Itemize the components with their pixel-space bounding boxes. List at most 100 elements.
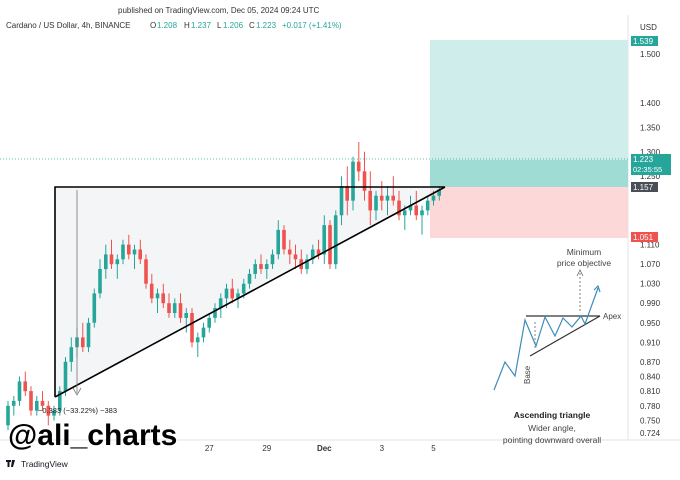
stop-price-text: 1.051 xyxy=(633,233,654,242)
candle xyxy=(218,293,223,318)
candle-body xyxy=(425,200,430,211)
candle-body xyxy=(282,229,286,250)
candle xyxy=(437,186,441,201)
candle-body xyxy=(328,225,332,265)
candle xyxy=(104,244,108,279)
price-tick-label: 0.990 xyxy=(640,299,661,308)
candle xyxy=(121,239,125,265)
candle-body xyxy=(155,293,160,299)
candle-body xyxy=(184,313,188,318)
candle-body xyxy=(408,205,413,211)
candle-body xyxy=(29,391,33,411)
candle-body xyxy=(351,161,355,201)
candle-body xyxy=(397,200,401,216)
price-tick-label: 0.910 xyxy=(640,338,661,347)
candle xyxy=(402,205,407,230)
inset-apex-label: Apex xyxy=(603,312,621,321)
candle xyxy=(305,254,309,274)
candle-body xyxy=(201,327,206,338)
price-tick-label: 0.950 xyxy=(640,319,661,328)
time-axis-ticks: 27 29 Dec 3 5 xyxy=(205,444,436,453)
candle-body xyxy=(127,244,131,255)
candle xyxy=(69,337,74,372)
target-price-text: 1.539 xyxy=(633,37,654,46)
candle-body xyxy=(437,189,441,196)
inset-objective-arrow-icon xyxy=(576,269,584,277)
candle-body xyxy=(69,347,74,362)
candle-body xyxy=(23,381,27,392)
price-tick-label: 1.350 xyxy=(640,123,661,132)
candle-body xyxy=(195,337,200,343)
candle-body xyxy=(161,293,165,304)
candle xyxy=(11,396,16,416)
candle xyxy=(247,269,252,289)
candle-body xyxy=(224,288,229,299)
stop-price-tag xyxy=(631,232,658,242)
price-tick-label: 0.724 xyxy=(640,429,661,438)
ohlc-close-key: C xyxy=(249,21,255,30)
entry-price-tag xyxy=(631,182,658,192)
candle xyxy=(17,376,22,406)
candle-body xyxy=(40,400,45,406)
candle-body xyxy=(144,259,148,284)
published-note: published on TradingView.com, Dec 05, 20… xyxy=(118,6,320,15)
candle xyxy=(253,259,257,279)
candle-body xyxy=(270,254,275,265)
candle-body xyxy=(305,259,309,270)
target-price-tag xyxy=(631,36,658,46)
candle-body xyxy=(374,195,378,211)
candle xyxy=(144,254,148,289)
candle-body xyxy=(218,298,223,309)
candle xyxy=(138,239,142,265)
candle xyxy=(282,225,286,255)
inset-caption-title: Ascending triangle xyxy=(514,410,591,420)
candle xyxy=(109,239,114,269)
candle-body xyxy=(92,293,97,323)
candle-body xyxy=(287,249,292,255)
candle xyxy=(391,176,395,206)
measure-label: −0.383 (−33.22%) −383 xyxy=(38,406,117,415)
candle xyxy=(207,313,211,333)
candles xyxy=(6,142,441,431)
ohlc-high-key: H xyxy=(184,21,190,30)
inset-price-path xyxy=(493,287,599,391)
candle-body xyxy=(17,381,22,401)
price-tick-label: 0.780 xyxy=(640,402,661,411)
ohlc-high-value: 1.237 xyxy=(191,21,212,30)
candle xyxy=(310,244,315,265)
candle-body xyxy=(356,161,361,172)
candle xyxy=(184,308,188,333)
triangle-support xyxy=(54,186,446,398)
candle-body xyxy=(368,190,372,211)
candle xyxy=(362,151,367,201)
inset-path-arrow-icon xyxy=(593,284,601,293)
candle-body xyxy=(104,254,108,270)
time-tick-label: Dec xyxy=(317,444,332,453)
candle xyxy=(385,186,390,216)
candle xyxy=(213,303,217,323)
candle xyxy=(230,278,234,304)
candle xyxy=(149,273,154,304)
candle xyxy=(40,391,45,411)
candle-body xyxy=(362,171,367,191)
price-tick-label: 1.110 xyxy=(640,241,660,250)
pattern-inset: Minimum price objective Base Apex Ascend… xyxy=(493,247,621,445)
inset-objective-label: price objective xyxy=(557,258,612,268)
candle xyxy=(35,396,39,416)
candle-body xyxy=(316,249,321,255)
candle xyxy=(190,308,194,348)
time-tick-label: 5 xyxy=(431,444,436,453)
ohlc-low-value: 1.206 xyxy=(223,21,244,30)
candle-body xyxy=(109,254,114,265)
price-axis-ticks: 1.500 1.400 1.350 1.300 1.250 1.110 1.070 1.030… xyxy=(640,50,661,438)
candle-body xyxy=(276,229,280,255)
candle xyxy=(178,293,183,323)
candle xyxy=(339,176,344,226)
candle xyxy=(397,190,401,221)
candle-body xyxy=(414,205,418,216)
tradingview-logo[interactable]: TradingView xyxy=(6,459,69,469)
candle-body xyxy=(264,264,269,269)
candle-body xyxy=(35,400,39,411)
candle-body xyxy=(293,254,298,260)
